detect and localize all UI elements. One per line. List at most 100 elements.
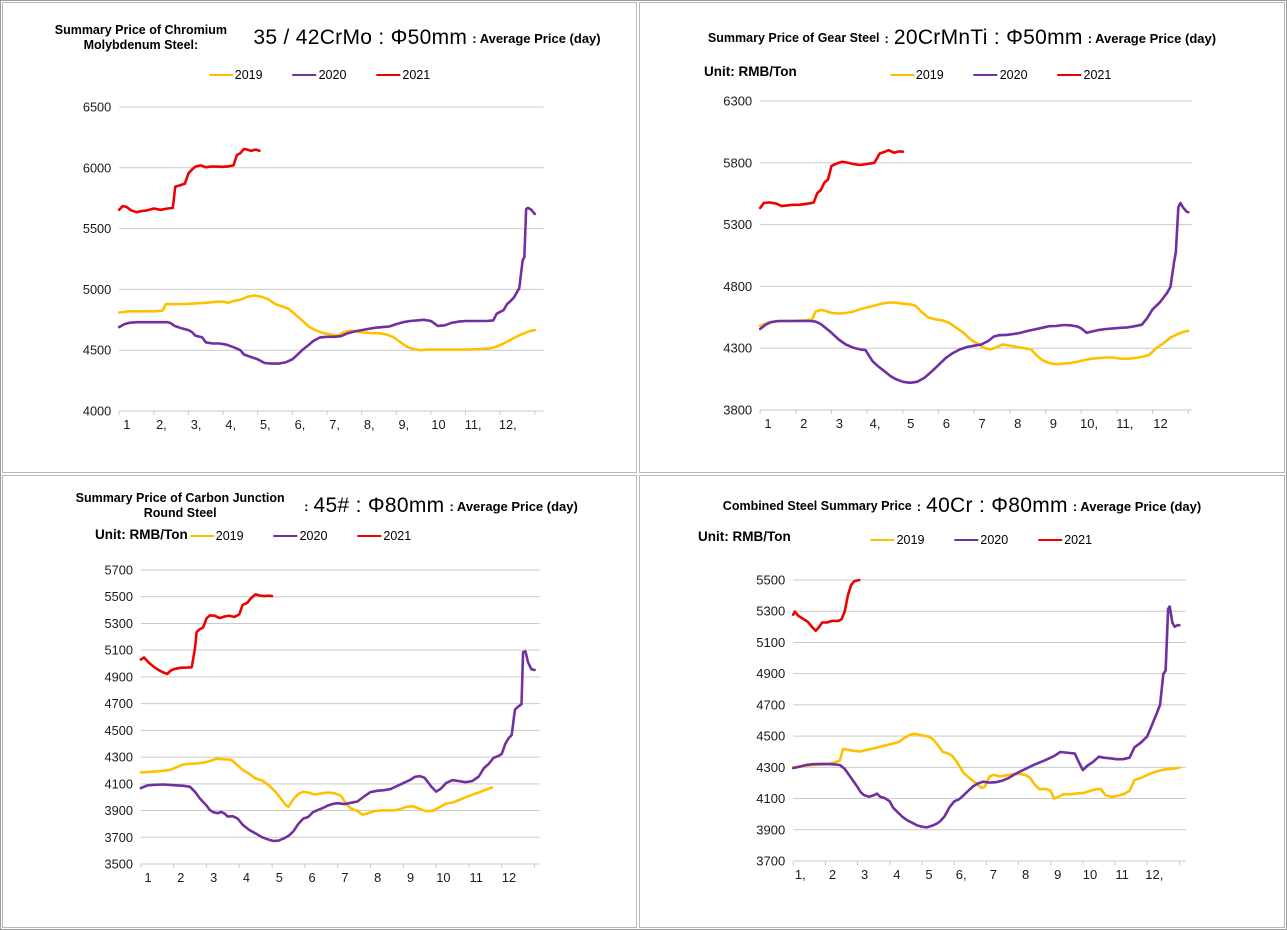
legend-line-2019-icon [870, 539, 895, 541]
svg-text:6000: 6000 [83, 160, 111, 175]
legend-line-2020-icon [954, 539, 979, 541]
svg-text:10,: 10, [1080, 416, 1098, 431]
svg-text:5: 5 [925, 867, 932, 882]
svg-text:5500: 5500 [83, 221, 111, 236]
chart-subheader: Unit: RMB/Ton 2019 2020 2021 [3, 527, 636, 554]
legend-label-2020: 2020 [980, 533, 1009, 547]
svg-text:9,: 9, [399, 417, 410, 432]
legend-label-2021: 2021 [1064, 533, 1093, 547]
chart-panel-carbon-round-steel: Summary Price of Carbon Junction Round S… [2, 475, 637, 928]
svg-text:5: 5 [276, 870, 283, 885]
legend-line-2019-icon [208, 74, 233, 76]
chart-title-suffix: : Average Price (day) [449, 498, 578, 514]
svg-text:11,: 11, [465, 417, 482, 432]
svg-text:4,: 4, [870, 416, 881, 431]
series-line-2020 [758, 201, 1190, 385]
svg-text:2: 2 [177, 870, 184, 885]
svg-text:5800: 5800 [723, 155, 752, 170]
svg-text:4900: 4900 [756, 666, 785, 681]
legend-label-2020: 2020 [299, 529, 328, 543]
chart-title: Summary Price of Gear Steel : 20CrMnTi :… [640, 3, 1284, 62]
chart-title-spec: 45# : Φ80mm [313, 494, 445, 517]
svg-text:4700: 4700 [105, 696, 133, 711]
line-chart-carbon-round-steel: 5700 5500 5300 5100 4900 4700 4500 4300 4100 3900… [105, 562, 540, 885]
chart-title: Combined Steel Summary Price : 40Cr : Φ8… [640, 476, 1284, 527]
svg-text:11: 11 [470, 870, 483, 885]
svg-text:4800: 4800 [723, 279, 752, 294]
legend-item-2021: 2021 [376, 68, 430, 82]
chart-title-prefix: Summary Price of Gear Steel [707, 30, 880, 45]
legend-line-2021-icon [376, 74, 401, 76]
legend-line-2019-icon [889, 74, 914, 76]
svg-text:4500: 4500 [105, 723, 133, 738]
series-line-2019 [117, 294, 537, 352]
legend-item-2020: 2020 [273, 529, 328, 543]
legend-item-2020: 2020 [954, 533, 1008, 547]
chart-subheader: Unit: RMB/Ton 2019 2020 2021 [640, 527, 1284, 554]
chart-panel-gear-steel: Summary Price of Gear Steel : 20CrMnTi :… [639, 2, 1285, 473]
unit-label: Unit: RMB/Ton [698, 529, 791, 544]
svg-text:4700: 4700 [756, 697, 785, 712]
chart-title-separator: : [304, 498, 309, 514]
series-line-2020 [117, 206, 537, 365]
unit-label: Unit: RMB/Ton [704, 64, 797, 79]
svg-text:5700: 5700 [105, 562, 133, 577]
legend-item-2019: 2019 [870, 533, 924, 547]
series-line-2021 [117, 147, 261, 214]
svg-text:11: 11 [1115, 867, 1129, 882]
svg-text:3900: 3900 [756, 822, 785, 837]
svg-text:3: 3 [210, 870, 217, 885]
series-line-2021 [791, 578, 861, 632]
svg-text:5,: 5, [260, 417, 271, 432]
series-line-2019 [139, 757, 494, 816]
chart-title-suffix: : Average Price (day) [1072, 498, 1202, 514]
svg-text:12,: 12, [499, 417, 517, 432]
svg-text:8: 8 [1014, 416, 1021, 431]
svg-text:5: 5 [907, 416, 914, 431]
svg-text:4300: 4300 [105, 749, 133, 764]
svg-text:2: 2 [829, 867, 836, 882]
chart-title-suffix: : Average Price (day) [1087, 30, 1217, 46]
svg-text:12: 12 [1153, 416, 1167, 431]
series-line-2020 [139, 650, 536, 843]
svg-text:3800: 3800 [723, 403, 752, 418]
legend-line-2020-icon [273, 535, 298, 537]
chart-legend: 2019 2020 2021 [870, 533, 1093, 547]
chart-title-separator: : [916, 498, 922, 514]
svg-text:4,: 4, [225, 417, 236, 432]
svg-text:7: 7 [978, 416, 985, 431]
svg-text:12,: 12, [1145, 867, 1163, 882]
svg-text:4100: 4100 [105, 776, 133, 791]
svg-text:2: 2 [800, 416, 807, 431]
legend-item-2021: 2021 [357, 529, 411, 543]
svg-text:1,: 1, [795, 867, 806, 882]
svg-text:6,: 6, [956, 867, 967, 882]
chart-title-spec: 20CrMnTi : Φ50mm [893, 26, 1083, 49]
svg-text:5300: 5300 [105, 616, 133, 631]
svg-text:3900: 3900 [105, 803, 133, 818]
legend-line-2020-icon [292, 74, 317, 76]
svg-text:4300: 4300 [756, 760, 785, 775]
chart-title: Summary Price of Chromium Molybdenum Ste… [3, 3, 636, 62]
chart-title-prefix: Summary Price of Carbon Junction Round S… [75, 491, 285, 520]
svg-text:3: 3 [861, 867, 868, 882]
svg-text:4900: 4900 [105, 669, 133, 684]
svg-text:5000: 5000 [83, 282, 111, 297]
svg-text:3500: 3500 [105, 856, 133, 871]
chart-subheader: Unit: RMB/Ton 2019 2020 2021 [640, 62, 1284, 89]
series-line-2019 [758, 301, 1190, 366]
series-line-2021 [139, 592, 274, 676]
unit-label: Unit: RMB/Ton [95, 527, 188, 542]
chart-legend: 2019 2020 2021 [889, 68, 1111, 82]
svg-text:9: 9 [407, 870, 414, 885]
svg-text:12: 12 [502, 870, 516, 885]
svg-text:3700: 3700 [756, 854, 785, 869]
series-line-2021 [758, 148, 905, 210]
svg-text:4500: 4500 [756, 729, 785, 744]
svg-text:1: 1 [764, 416, 771, 431]
svg-text:4000: 4000 [83, 403, 111, 418]
svg-text:3: 3 [836, 416, 843, 431]
chart-subheader: 2019 2020 2021 [3, 62, 636, 89]
